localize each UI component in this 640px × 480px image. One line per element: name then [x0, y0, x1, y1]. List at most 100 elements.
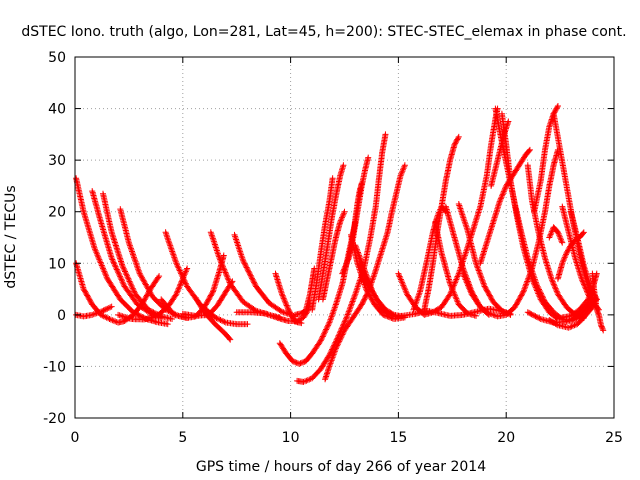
data-point	[99, 308, 106, 315]
data-point	[182, 280, 189, 287]
data-point	[183, 266, 190, 273]
data-point	[85, 295, 92, 302]
data-point	[149, 308, 156, 315]
series	[498, 110, 561, 322]
data-point	[327, 350, 334, 357]
data-point	[145, 306, 152, 313]
data-point	[325, 322, 332, 329]
data-point	[325, 321, 332, 327]
data-point	[123, 271, 130, 278]
data-point	[221, 266, 228, 273]
data-point	[281, 298, 288, 305]
data-point	[110, 259, 117, 266]
data-point	[243, 264, 250, 271]
data-point	[205, 296, 212, 303]
data-point	[120, 280, 127, 287]
data-point	[111, 262, 118, 269]
data-point	[340, 322, 346, 329]
data-point	[130, 287, 137, 293]
data-point	[246, 269, 253, 276]
data-point	[222, 269, 229, 276]
series	[546, 224, 566, 246]
y-axis-label: dSTEC / TECUs	[3, 185, 19, 288]
data-point	[334, 342, 341, 349]
data-point	[227, 336, 234, 343]
data-point	[359, 300, 366, 307]
data-point	[220, 252, 227, 259]
data-point	[156, 273, 163, 280]
data-point	[126, 278, 133, 285]
data-point	[247, 272, 254, 279]
data-point	[219, 262, 226, 269]
data-point	[336, 338, 343, 345]
series	[158, 252, 227, 321]
data-point	[169, 315, 176, 322]
data-point	[340, 330, 347, 337]
data-point	[342, 317, 349, 324]
data-point	[240, 257, 247, 264]
y-tick-label: 40	[48, 102, 66, 118]
y-tick-label: 10	[48, 256, 66, 272]
data-point	[87, 297, 94, 304]
data-point	[119, 262, 126, 269]
data-point	[224, 275, 231, 282]
y-tick-label: 0	[57, 308, 66, 324]
plot-frame	[74, 56, 615, 419]
data-point	[340, 162, 347, 169]
data-point	[117, 275, 124, 281]
data-point	[218, 260, 225, 267]
data-point	[334, 341, 341, 348]
data-point	[329, 175, 336, 182]
data-point	[176, 284, 183, 291]
data-point	[146, 307, 153, 314]
x-tick-label: 25	[605, 430, 623, 446]
data-point	[172, 292, 179, 299]
data-point	[473, 312, 480, 319]
data-point	[177, 281, 184, 288]
data-point	[281, 296, 288, 303]
series	[322, 162, 408, 383]
data-point	[360, 297, 367, 304]
data-point	[83, 291, 90, 298]
data-point	[284, 303, 291, 310]
data-point	[96, 258, 103, 265]
data-point	[179, 277, 186, 284]
data-point	[178, 278, 185, 285]
data-point	[220, 265, 227, 272]
data-point	[207, 293, 214, 300]
data-point	[178, 280, 184, 286]
data-point	[220, 318, 227, 325]
data-point	[286, 309, 293, 316]
data-point	[361, 296, 368, 303]
data-point	[155, 274, 162, 281]
data-point	[321, 330, 328, 337]
data-point	[108, 303, 115, 310]
data-point	[282, 299, 289, 306]
data-point	[339, 331, 346, 338]
data-point	[124, 274, 131, 281]
data-point	[92, 247, 99, 254]
data-point	[105, 315, 112, 322]
data-point	[244, 265, 251, 272]
series	[73, 303, 115, 320]
series	[73, 175, 171, 328]
data-point	[400, 165, 407, 172]
series	[350, 180, 365, 241]
data-point	[303, 377, 310, 384]
data-point	[223, 270, 229, 277]
data-point	[86, 296, 93, 303]
data-point	[264, 311, 271, 318]
data-point	[318, 336, 325, 343]
data-point	[286, 308, 293, 314]
series	[115, 265, 191, 323]
data-point	[244, 321, 251, 328]
data-point	[317, 337, 324, 344]
data-point	[175, 287, 182, 293]
data-point	[283, 301, 290, 308]
data-point	[209, 233, 216, 240]
data-point	[362, 295, 368, 302]
data-point	[115, 270, 122, 277]
x-axis-label: GPS time / hours of day 266 of year 2014	[196, 459, 486, 475]
data-point	[82, 289, 89, 296]
